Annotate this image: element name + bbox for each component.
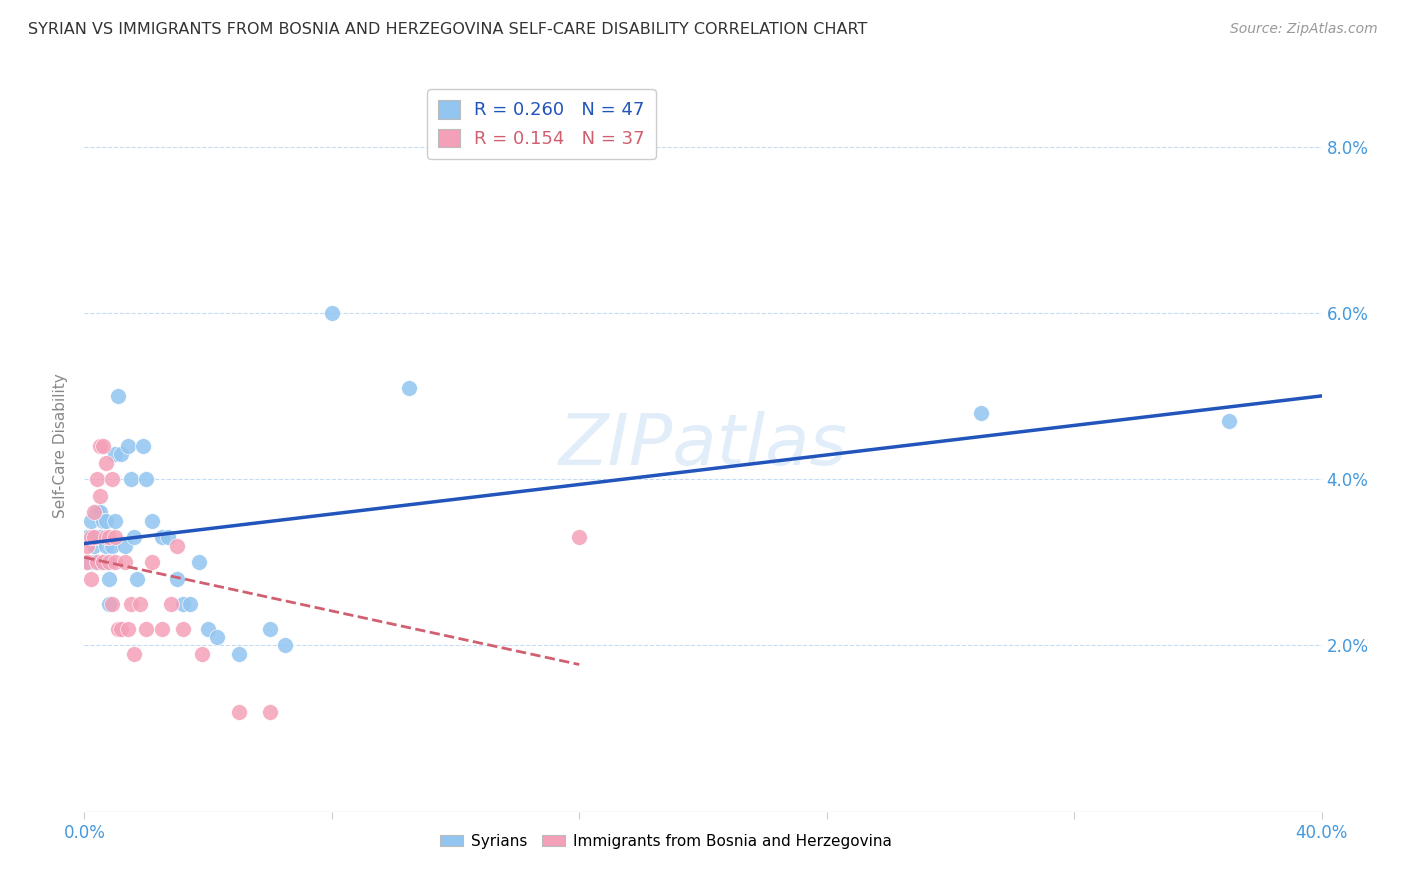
Point <box>83 530 105 544</box>
Point <box>83 539 105 553</box>
Point <box>94 456 117 470</box>
Point <box>98 555 121 569</box>
Point <box>187 555 209 569</box>
Point <box>89 489 111 503</box>
Point <box>91 555 114 569</box>
Point <box>98 530 121 544</box>
Point <box>104 530 127 544</box>
Point <box>98 597 121 611</box>
Point <box>86 472 108 486</box>
Point <box>91 439 114 453</box>
Point <box>89 506 111 520</box>
Point <box>101 539 124 553</box>
Point <box>259 622 281 636</box>
Point <box>122 530 145 544</box>
Legend: Syrians, Immigrants from Bosnia and Herzegovina: Syrians, Immigrants from Bosnia and Herz… <box>434 828 898 855</box>
Point <box>107 622 129 636</box>
Point <box>228 705 250 719</box>
Point <box>129 597 152 611</box>
Point <box>107 389 129 403</box>
Point <box>83 506 105 520</box>
Y-axis label: Self-Care Disability: Self-Care Disability <box>53 374 69 518</box>
Point <box>104 447 127 461</box>
Point <box>172 622 194 636</box>
Point <box>76 555 98 569</box>
Point <box>101 472 124 486</box>
Point <box>117 622 139 636</box>
Point <box>120 472 142 486</box>
Point <box>79 514 101 528</box>
Point <box>94 530 117 544</box>
Point <box>86 530 108 544</box>
Point <box>321 306 343 320</box>
Point <box>110 447 132 461</box>
Point <box>274 639 297 653</box>
Point <box>197 622 219 636</box>
Point <box>94 514 117 528</box>
Point <box>110 622 132 636</box>
Point <box>207 630 229 644</box>
Point <box>125 572 148 586</box>
Point <box>89 530 111 544</box>
Point <box>86 506 108 520</box>
Point <box>89 439 111 453</box>
Point <box>122 647 145 661</box>
Point <box>104 555 127 569</box>
Point <box>117 439 139 453</box>
Point <box>150 622 173 636</box>
Point <box>76 555 98 569</box>
Point <box>86 555 108 569</box>
Point <box>135 472 157 486</box>
Point <box>191 647 214 661</box>
Point <box>179 597 201 611</box>
Point <box>259 705 281 719</box>
Point <box>398 381 420 395</box>
Point <box>79 572 101 586</box>
Point <box>150 530 173 544</box>
Text: ZIPatlas: ZIPatlas <box>558 411 848 481</box>
Point <box>166 572 188 586</box>
Point <box>101 597 124 611</box>
Point <box>135 622 157 636</box>
Point <box>166 539 188 553</box>
Point <box>132 439 155 453</box>
Point <box>86 555 108 569</box>
Point <box>89 555 111 569</box>
Point <box>98 572 121 586</box>
Point <box>76 539 98 553</box>
Point <box>120 597 142 611</box>
Point <box>91 555 114 569</box>
Point <box>141 555 163 569</box>
Point <box>970 406 993 420</box>
Point <box>76 530 98 544</box>
Point <box>228 647 250 661</box>
Point <box>91 514 114 528</box>
Point <box>156 530 179 544</box>
Point <box>141 514 163 528</box>
Point <box>79 555 101 569</box>
Point <box>83 555 105 569</box>
Point <box>114 555 136 569</box>
Text: SYRIAN VS IMMIGRANTS FROM BOSNIA AND HERZEGOVINA SELF-CARE DISABILITY CORRELATIO: SYRIAN VS IMMIGRANTS FROM BOSNIA AND HER… <box>28 22 868 37</box>
Point <box>160 597 183 611</box>
Point <box>79 530 101 544</box>
Point <box>94 555 117 569</box>
Point <box>104 514 127 528</box>
Point <box>94 539 117 553</box>
Text: Source: ZipAtlas.com: Source: ZipAtlas.com <box>1230 22 1378 37</box>
Point <box>114 539 136 553</box>
Point <box>1218 414 1240 428</box>
Point <box>172 597 194 611</box>
Point <box>568 530 591 544</box>
